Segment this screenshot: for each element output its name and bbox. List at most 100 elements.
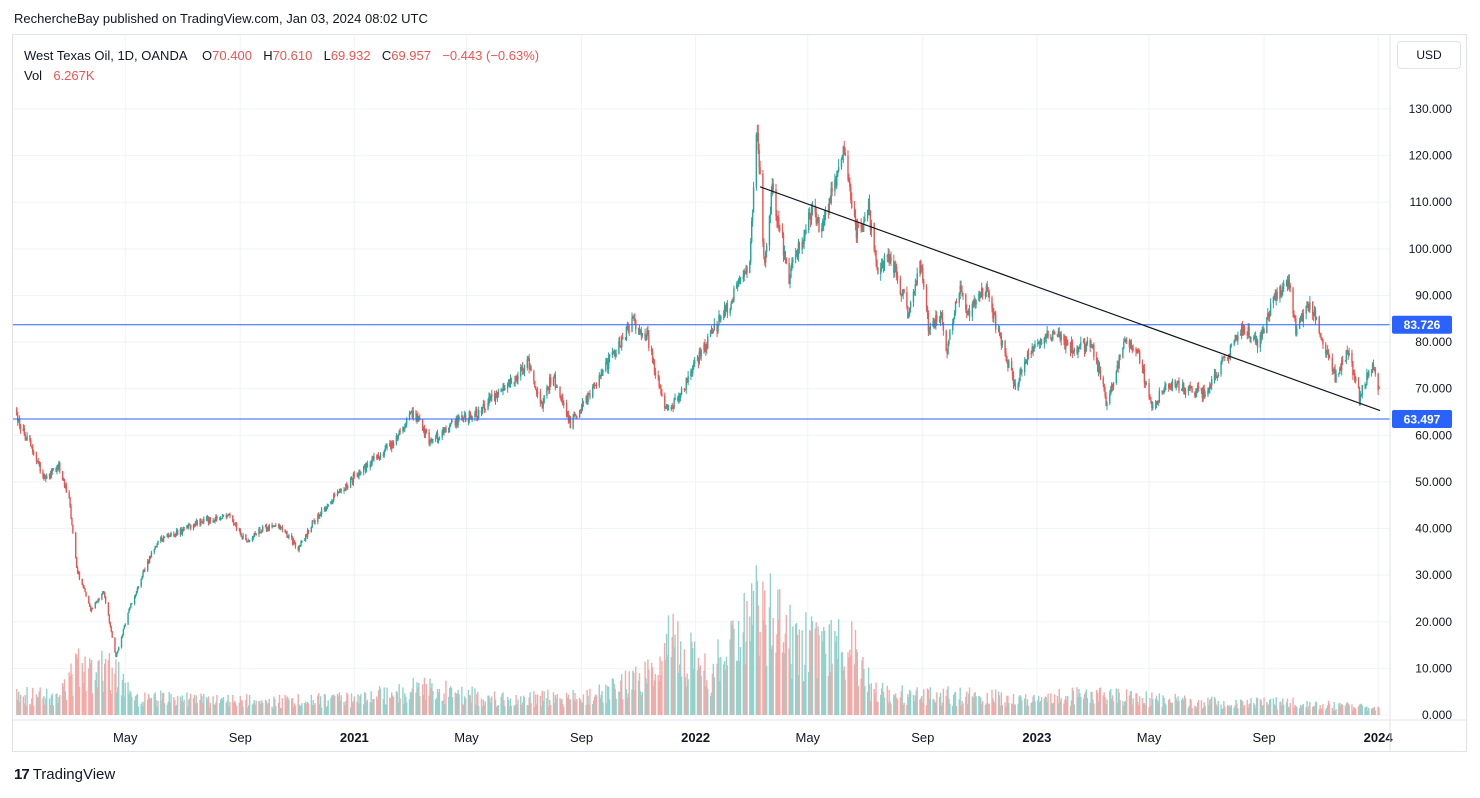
volume-bar xyxy=(349,707,352,715)
candle-body xyxy=(17,415,19,422)
candle-body xyxy=(637,328,640,330)
candle-body xyxy=(29,435,31,441)
volume-bar xyxy=(1262,705,1264,715)
volume-bar xyxy=(133,700,136,715)
candle-body xyxy=(395,435,398,444)
candle-body xyxy=(534,380,536,387)
volume-bar xyxy=(1292,697,1294,715)
volume-bar xyxy=(323,693,326,715)
tradingview-footer[interactable]: 17 TradingView xyxy=(14,766,115,783)
volume-bar xyxy=(261,700,263,715)
candle-body xyxy=(496,395,499,399)
volume-bar xyxy=(69,676,71,715)
candle-body xyxy=(147,561,150,564)
volume-bar xyxy=(1032,696,1034,715)
candle-body xyxy=(856,225,859,239)
volume-bar xyxy=(90,659,93,715)
candle-body xyxy=(730,303,732,309)
volume-bar xyxy=(1058,688,1061,715)
volume-bar xyxy=(144,692,146,715)
volume-bar xyxy=(1191,707,1193,715)
candle-body xyxy=(574,414,576,416)
candle-body xyxy=(424,429,427,436)
volume-bar xyxy=(667,615,670,715)
volume-bar xyxy=(808,629,811,715)
candle-body xyxy=(582,402,585,404)
candle-body xyxy=(429,441,431,445)
candle-body xyxy=(561,397,563,400)
volume-bar xyxy=(638,673,641,715)
volume-bar xyxy=(29,703,31,715)
volume-bar xyxy=(202,703,204,715)
volume-bar xyxy=(218,703,221,715)
candle-body xyxy=(330,501,332,505)
candle-body xyxy=(1307,301,1309,308)
volume-bar xyxy=(1239,699,1242,715)
volume-bar xyxy=(641,692,644,715)
candle-body xyxy=(539,391,542,404)
volume-bar xyxy=(241,700,243,715)
candle-body xyxy=(508,379,511,385)
candle-body xyxy=(528,358,530,369)
candle-body xyxy=(107,602,110,616)
volume-bar xyxy=(281,698,284,715)
candle-body xyxy=(588,393,590,395)
candle-body xyxy=(923,280,925,287)
x-tick-label: 2021 xyxy=(340,730,369,745)
volume-bar xyxy=(765,666,768,715)
candle-body xyxy=(75,532,77,558)
candle-body xyxy=(1072,351,1075,353)
candle-body xyxy=(1262,329,1264,331)
volume-bar xyxy=(658,680,660,715)
candle-body xyxy=(1239,333,1242,336)
candle-body xyxy=(467,419,470,422)
volume-bar xyxy=(156,706,158,715)
candle-body xyxy=(718,315,720,326)
volume-bar xyxy=(1145,691,1147,715)
volume-bar xyxy=(585,704,587,715)
volume-bar xyxy=(1077,696,1079,715)
volume-bar xyxy=(134,696,137,715)
candle-body xyxy=(168,536,170,538)
candle-body xyxy=(680,388,683,395)
volume-bar xyxy=(864,686,866,715)
volume-bar xyxy=(1092,699,1094,715)
volume-bar xyxy=(847,652,849,715)
candle-body xyxy=(1161,390,1163,393)
candle-body xyxy=(808,212,810,231)
candle-body xyxy=(1344,360,1347,362)
candle-body xyxy=(442,427,444,431)
volume-bar xyxy=(1057,703,1060,715)
currency-button[interactable]: USD xyxy=(1397,41,1461,69)
candle-body xyxy=(703,344,705,351)
volume-bar xyxy=(239,696,241,715)
volume-bar xyxy=(1295,706,1297,715)
candle-body xyxy=(765,252,767,263)
volume-bar xyxy=(1176,700,1178,715)
candle-body xyxy=(791,262,793,268)
candle-body xyxy=(775,189,777,216)
volume-bar xyxy=(1188,705,1190,715)
candle-body xyxy=(1372,363,1375,369)
volume-bar xyxy=(18,702,21,715)
candle-body xyxy=(804,233,806,237)
volume-bar xyxy=(300,705,302,715)
volume-bar xyxy=(541,690,543,715)
candle-body xyxy=(1169,386,1172,388)
volume-bar xyxy=(297,694,299,715)
candle-body xyxy=(851,199,853,208)
candle-body xyxy=(954,301,957,314)
candle-body xyxy=(922,267,924,281)
candle-body xyxy=(220,518,223,520)
volume-bar xyxy=(539,695,542,715)
candle-body xyxy=(868,201,871,211)
candle-body xyxy=(902,289,904,295)
volume-bar xyxy=(1175,698,1177,715)
volume-bar xyxy=(502,692,504,715)
volume-bar xyxy=(902,704,904,715)
volume-bar xyxy=(816,678,818,715)
candle-body xyxy=(536,391,539,394)
candle-body xyxy=(993,312,995,319)
candle-body xyxy=(1045,334,1047,339)
